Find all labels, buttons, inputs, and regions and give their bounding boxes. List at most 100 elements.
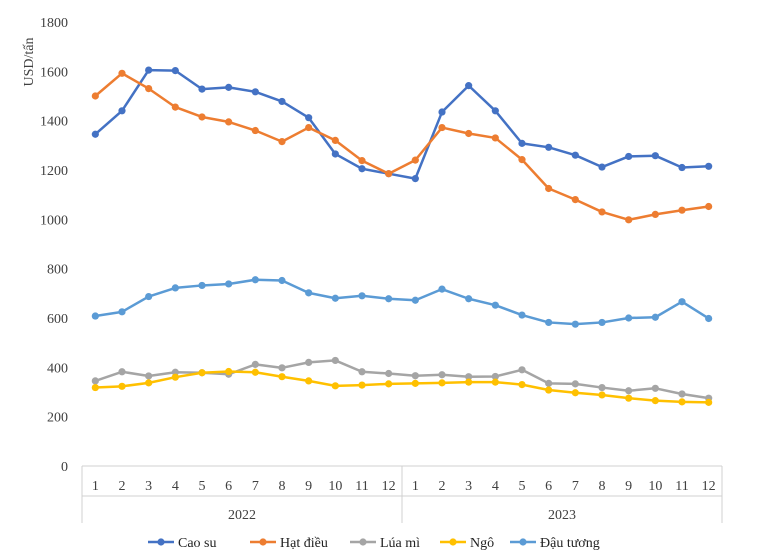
series-line xyxy=(95,370,709,404)
data-point xyxy=(678,398,686,406)
data-point xyxy=(705,202,713,211)
legend-swatch-marker xyxy=(157,538,165,546)
x-tick-label: 8 xyxy=(599,479,606,494)
legend-label: Đậu tương xyxy=(540,536,600,551)
x-tick-label: 10 xyxy=(648,479,662,494)
data-point xyxy=(251,126,259,135)
data-point xyxy=(358,381,366,389)
data-point xyxy=(145,379,153,387)
data-point xyxy=(358,292,366,300)
data-point xyxy=(171,368,179,376)
x-tick-label: 10 xyxy=(328,479,342,494)
series-layer xyxy=(91,66,713,406)
data-point xyxy=(491,134,499,142)
data-point xyxy=(545,386,553,394)
series-line xyxy=(95,278,710,326)
data-point xyxy=(625,216,633,224)
data-point xyxy=(118,107,126,115)
data-point xyxy=(465,82,473,90)
data-point xyxy=(91,92,99,100)
data-point xyxy=(225,83,233,91)
legend-item: Đậu tương xyxy=(510,536,600,551)
data-point xyxy=(438,123,446,132)
data-point xyxy=(598,208,606,216)
data-point xyxy=(171,284,179,292)
data-point xyxy=(625,152,633,161)
data-point xyxy=(198,369,206,377)
x-tick-label: 3 xyxy=(145,479,152,494)
data-point xyxy=(438,379,446,387)
x-tick-label: 4 xyxy=(492,479,499,494)
y-axis-label: USD/tấn xyxy=(22,38,37,87)
data-point xyxy=(411,379,419,387)
data-point xyxy=(411,175,419,183)
legend-label: Cao su xyxy=(178,536,217,551)
legend: Cao su Hạt điều Lúa mì Ngô Đậu tương xyxy=(148,536,600,551)
data-point xyxy=(331,150,339,158)
x-tick-label: 5 xyxy=(519,479,526,494)
y-tick-label: 1400 xyxy=(40,115,68,130)
y-tick-label: 0 xyxy=(61,460,68,475)
year-label: 2022 xyxy=(228,508,256,523)
data-point xyxy=(278,138,286,146)
x-tick-label: 6 xyxy=(545,479,552,494)
data-point xyxy=(278,373,286,381)
data-point xyxy=(518,139,526,147)
data-point xyxy=(331,136,339,144)
data-point xyxy=(305,377,313,385)
x-tick-label: 8 xyxy=(279,479,286,494)
series-0 xyxy=(91,66,713,183)
data-point xyxy=(411,156,419,164)
data-point xyxy=(491,378,499,386)
y-tick-label: 1000 xyxy=(40,213,68,228)
data-point xyxy=(118,368,126,376)
data-point xyxy=(305,358,313,366)
legend-label: Hạt điều xyxy=(280,536,328,551)
data-point xyxy=(571,151,579,159)
data-point xyxy=(198,85,206,93)
data-point xyxy=(198,281,206,290)
x-tick-label: 12 xyxy=(382,479,396,494)
data-point xyxy=(145,372,153,380)
data-point xyxy=(518,311,526,319)
data-point xyxy=(598,163,606,171)
data-point xyxy=(411,372,419,380)
data-point xyxy=(571,320,579,328)
year-label: 2023 xyxy=(548,508,576,523)
x-tick-label: 11 xyxy=(675,479,688,494)
data-point xyxy=(251,276,259,284)
data-point xyxy=(331,294,339,302)
data-point xyxy=(438,285,446,293)
legend-swatch-marker xyxy=(449,538,457,546)
data-point xyxy=(278,276,286,285)
data-point xyxy=(598,383,606,392)
x-tick-label: 11 xyxy=(355,479,368,494)
data-point xyxy=(198,113,206,121)
data-point xyxy=(705,398,713,406)
x-tick-label: 7 xyxy=(572,479,579,494)
data-point xyxy=(251,368,259,376)
data-point xyxy=(651,152,659,160)
data-point xyxy=(225,118,233,126)
data-point xyxy=(411,296,419,304)
data-point xyxy=(465,378,473,386)
legend-label: Ngô xyxy=(470,536,494,551)
data-point xyxy=(251,88,259,96)
x-tick-label: 3 xyxy=(465,479,472,494)
x-tick-label: 5 xyxy=(199,479,206,494)
series-line xyxy=(94,359,709,400)
y-tick-label: 400 xyxy=(47,361,68,376)
data-point xyxy=(545,184,553,193)
legend-item: Ngô xyxy=(440,536,494,551)
data-point xyxy=(598,391,606,399)
data-point xyxy=(331,382,339,390)
data-point xyxy=(385,369,393,378)
series-4 xyxy=(91,276,713,328)
data-point xyxy=(145,66,153,74)
series-3 xyxy=(91,367,713,406)
data-point xyxy=(491,107,499,115)
legend-item: Cao su xyxy=(148,536,217,551)
series-1 xyxy=(91,69,713,224)
data-point xyxy=(705,162,713,170)
